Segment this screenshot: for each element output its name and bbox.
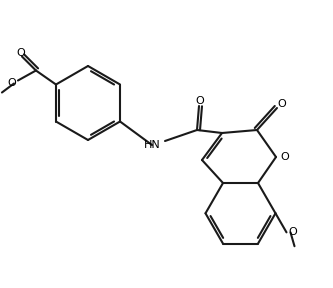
Text: O: O (281, 152, 289, 162)
Text: O: O (17, 48, 25, 58)
Text: O: O (288, 227, 297, 237)
Text: O: O (8, 77, 16, 88)
Text: HN: HN (144, 140, 161, 150)
Text: O: O (195, 96, 204, 106)
Text: O: O (278, 99, 286, 109)
